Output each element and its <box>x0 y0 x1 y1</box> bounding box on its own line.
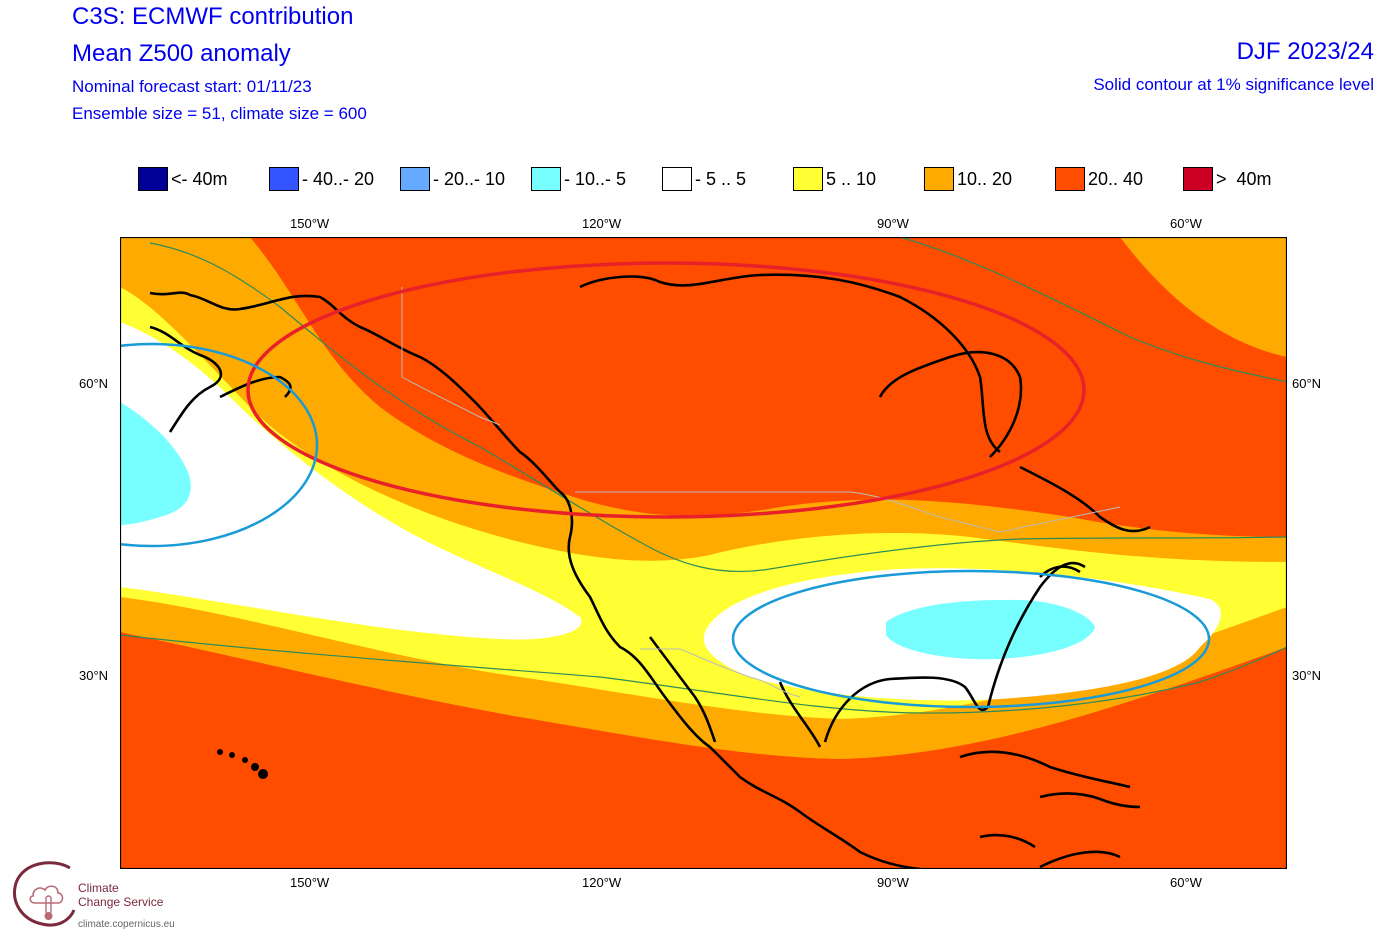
legend-label: 5 .. 10 <box>826 168 877 189</box>
logo-text-climate: Climate <box>78 881 119 895</box>
legend-item-5-10: 5 .. 10 <box>793 166 876 192</box>
legend-label: > 40m <box>1216 168 1272 189</box>
field-weak-negative-southeast <box>886 599 1095 660</box>
legend-item-minus10-minus5: - 10..- 5 <box>531 166 626 192</box>
legend-swatch <box>662 167 692 191</box>
logo-text-service: Change Service <box>78 895 164 909</box>
field-positive-ne <box>1120 237 1287 357</box>
legend-swatch <box>531 167 561 191</box>
lat-tick-left-30n: 30°N <box>79 668 109 683</box>
legend-item-10-20: 10.. 20 <box>924 166 1012 192</box>
negative-anomaly-ellipse-pacific <box>120 342 319 548</box>
legend-label: 20.. 40 <box>1088 168 1144 189</box>
lon-tick-bottom-60w: 60°W <box>1170 875 1202 890</box>
lon-tick-top-90w: 90°W <box>877 216 909 231</box>
legend-item-lt-minus40: <- 40m <box>138 166 228 192</box>
coastlines <box>149 273 1151 869</box>
legend-label: - 20..- 10 <box>433 168 506 189</box>
copernicus-logo-icon <box>13 861 76 927</box>
lon-tick-bottom-120w: 120°W <box>582 875 622 890</box>
legend-label: - 10..- 5 <box>564 168 627 189</box>
lon-tick-top-150w: 150°W <box>290 216 330 231</box>
significance-contour-north <box>149 242 1287 572</box>
legend-swatch <box>1055 167 1085 191</box>
significance-contour-arctic <box>899 237 1287 383</box>
legend-item-20-40: 20.. 40 <box>1055 166 1143 192</box>
lon-tick-top-60w: 60°W <box>1170 216 1202 231</box>
legend-item-minus20-minus10: - 20..- 10 <box>400 166 505 192</box>
lat-tick-left-60n: 60°N <box>79 376 109 391</box>
logo-url: climate.copernicus.eu <box>78 919 175 930</box>
significance-contour-south <box>120 634 1287 714</box>
field-weak-negative-pacific <box>120 402 191 525</box>
lon-tick-bottom-150w: 150°W <box>290 875 330 890</box>
season-label: DJF 2023/24 <box>1236 38 1374 65</box>
legend-swatch <box>1183 167 1213 191</box>
lon-tick-bottom-90w: 90°W <box>877 875 909 890</box>
field-positive-south <box>120 597 1287 759</box>
legend-swatch <box>269 167 299 191</box>
field-strong-positive-south <box>120 632 1287 869</box>
field-neutral-pacific <box>120 322 582 640</box>
legend-swatch <box>924 167 954 191</box>
legend-label: - 5 .. 5 <box>695 168 747 189</box>
title-main: C3S: ECMWF contribution <box>72 3 354 30</box>
legend-swatch <box>400 167 430 191</box>
legend-swatch <box>138 167 168 191</box>
legend-item-gt-40: > 40m <box>1183 166 1272 192</box>
forecast-start: Nominal forecast start: 01/11/23 <box>72 77 312 96</box>
country-borders <box>401 287 1121 698</box>
positive-anomaly-ellipse <box>246 261 1086 519</box>
lat-tick-right-30n: 30°N <box>1292 668 1322 683</box>
legend-label: <- 40m <box>171 168 228 189</box>
lat-tick-right-60n: 60°N <box>1292 376 1322 391</box>
anomaly-map <box>120 237 1287 869</box>
legend-label: - 40..- 20 <box>302 168 375 189</box>
map-frame <box>120 237 1287 869</box>
legend-label: 10.. 20 <box>957 168 1013 189</box>
title-variable: Mean Z500 anomaly <box>72 40 291 67</box>
legend-item-minus40-minus20: - 40..- 20 <box>269 166 374 192</box>
negative-anomaly-ellipse-southeast-us <box>731 569 1211 709</box>
hawaii-islands <box>217 749 268 779</box>
ensemble-size: Ensemble size = 51, climate size = 600 <box>72 104 367 123</box>
lon-tick-top-120w: 120°W <box>582 216 622 231</box>
legend-swatch <box>793 167 823 191</box>
legend-item-minus5-5: - 5 .. 5 <box>662 166 746 192</box>
significance-note: Solid contour at 1% significance level <box>1093 75 1374 94</box>
